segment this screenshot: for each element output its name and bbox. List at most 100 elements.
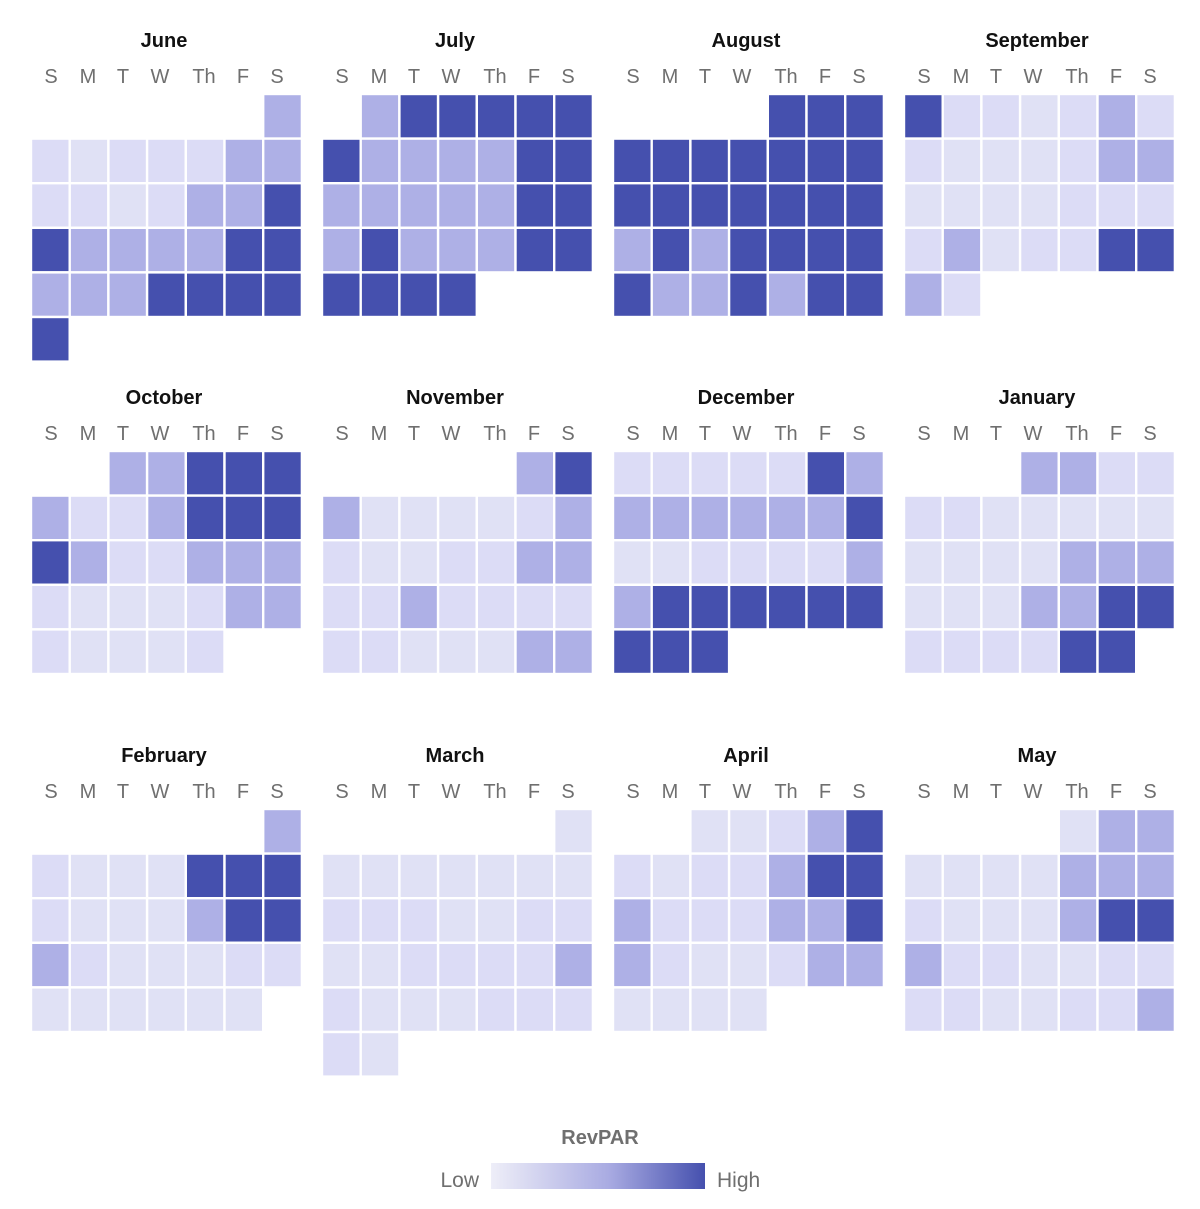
day-cell [553,583,595,631]
day-cell [1096,226,1138,274]
day-cell [1057,494,1099,542]
day-cell [436,583,479,631]
day-cell [145,986,188,1034]
day-cell [844,92,886,140]
day-cell [689,181,731,229]
day-cell [650,226,692,274]
day-cell [805,449,847,497]
day-cell [107,986,149,1034]
day-cell [1096,897,1138,945]
day-cell [1057,539,1099,587]
day-cell [1057,181,1099,229]
day-cell [145,137,188,185]
day-cell [398,137,440,185]
day-cell [514,226,556,274]
day-cell [1018,583,1060,631]
day-cell [145,539,188,587]
weekday-label: M [662,423,679,445]
day-cell [68,181,110,229]
day-cell [1134,92,1177,140]
day-cell [320,897,362,945]
day-cell [553,807,595,855]
day-cell [980,181,1022,229]
day-cell [553,539,595,587]
day-cell [805,807,847,855]
day-cell [941,583,983,631]
day-cell [553,852,595,900]
weekday-label: F [528,66,540,88]
day-cell [145,226,188,274]
day-cell [689,807,731,855]
day-cell [727,181,769,229]
month-title: March [426,745,485,767]
day-cell [1057,852,1099,900]
day-cell [145,271,188,319]
day-cell [320,583,362,631]
day-cell [514,449,556,497]
day-cell [1057,986,1099,1034]
day-cell [902,181,944,229]
day-cell [436,628,479,676]
day-cell [1096,852,1138,900]
day-cell [107,449,149,497]
day-cell [320,226,362,274]
day-cell [320,852,362,900]
day-cell [553,449,595,497]
day-cell [29,181,71,229]
day-cell [107,137,149,185]
day-cell [727,271,769,319]
day-cell [29,539,71,587]
day-cell [145,897,188,945]
day-cell [475,941,517,989]
month-title: October [126,387,203,409]
day-cell [1096,583,1138,631]
day-cell [223,852,265,900]
weekday-label: T [117,66,129,88]
day-cell [359,628,401,676]
day-cell [223,226,265,274]
day-cell [514,137,556,185]
day-cell [320,941,362,989]
day-cell [514,92,556,140]
weekday-label: S [335,781,348,803]
day-cell [398,539,440,587]
weekday-label: S [44,66,57,88]
day-cell [1057,137,1099,185]
day-cell [611,897,653,945]
weekday-label: W [733,423,752,445]
weekday-label: S [270,66,283,88]
weekday-label: M [953,781,970,803]
day-cell [359,941,401,989]
day-cell [844,494,886,542]
day-cell [844,807,886,855]
day-cell [68,271,110,319]
day-cell [29,583,71,631]
day-cell [553,628,595,676]
day-cell [1018,852,1060,900]
weekday-label: Th [774,66,797,88]
weekday-label: T [117,781,129,803]
weekday-label: S [561,781,574,803]
day-cell [650,271,692,319]
day-cell [689,539,731,587]
day-cell [689,583,731,631]
day-cell [727,897,769,945]
day-cell [145,583,188,631]
day-cell [902,271,944,319]
day-cell [727,494,769,542]
day-cell [805,539,847,587]
day-cell [902,226,944,274]
day-cell [727,226,769,274]
day-cell [29,628,71,676]
day-cell [1057,941,1099,989]
day-cell [844,583,886,631]
day-cell [1018,137,1060,185]
day-cell [1096,539,1138,587]
day-cell [766,852,808,900]
day-cell [1057,449,1099,497]
